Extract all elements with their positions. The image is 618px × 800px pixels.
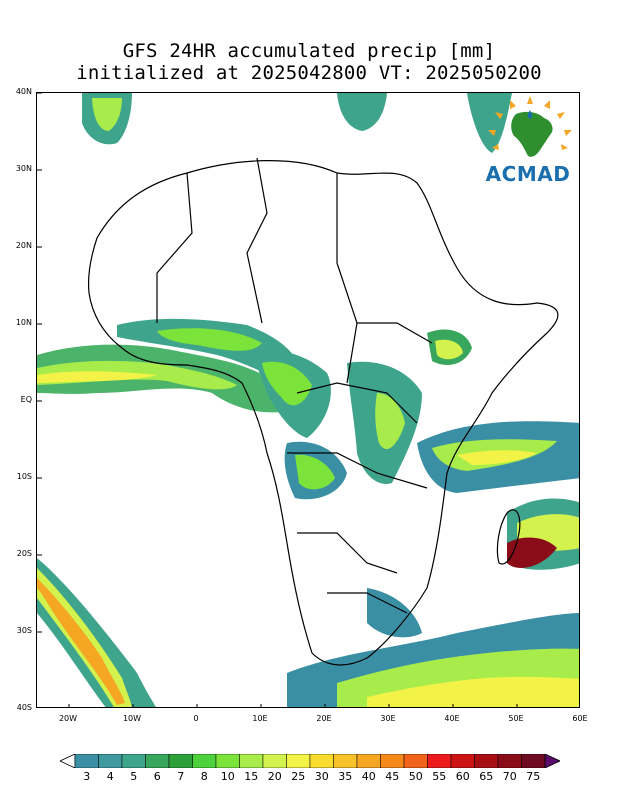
lat-label: 10N	[15, 318, 32, 327]
colorbar-segment	[286, 754, 311, 768]
colorbar-segment	[309, 754, 334, 768]
colorbar-level-label: 60	[455, 770, 470, 783]
colorbar-level-label: 10	[220, 770, 235, 783]
colorbar-segment	[262, 754, 287, 768]
colorbar-low-end	[60, 754, 76, 768]
colorbar-segment	[356, 754, 381, 768]
lat-label: 20N	[15, 241, 32, 250]
colorbar-segment	[121, 754, 146, 768]
colorbar-level-label: 65	[479, 770, 494, 783]
map-canvas	[37, 93, 579, 707]
colorbar-level-label: 8	[200, 770, 208, 783]
lon-label: 0	[193, 714, 199, 723]
colorbar-segment	[98, 754, 123, 768]
colorbar-segment	[145, 754, 170, 768]
colorbar-level-label: 40	[361, 770, 376, 783]
lat-label: 40N	[15, 87, 32, 96]
lon-label: 20W	[58, 714, 78, 723]
colorbar-segment	[239, 754, 264, 768]
colorbar-level-label: 5	[130, 770, 138, 783]
colorbar-level-label: 45	[385, 770, 400, 783]
colorbar-segment	[403, 754, 428, 768]
colorbar-level-label: 50	[408, 770, 423, 783]
colorbar-high-end	[544, 754, 560, 768]
colorbar-segment	[168, 754, 193, 768]
colorbar-segment	[497, 754, 522, 768]
precip-map	[36, 92, 580, 708]
colorbar-level-label: 25	[291, 770, 306, 783]
coastlines	[87, 157, 559, 666]
lat-label: EQ	[20, 395, 32, 404]
colorbar-level-label: 35	[338, 770, 353, 783]
lon-label: 60E	[572, 714, 588, 723]
logo-wordmark: ACMAD	[485, 162, 571, 186]
colorbar-level-label: 3	[83, 770, 91, 783]
lon-label: 20E	[316, 714, 332, 723]
lon-label: 10W	[122, 714, 142, 723]
lat-label: 30S	[16, 626, 32, 635]
lat-label: 30N	[15, 164, 32, 173]
map-subtitle: initialized at 2025042800 VT: 2025050200	[76, 62, 542, 84]
colorbar-level-label: 6	[153, 770, 161, 783]
lat-label: 20S	[16, 549, 32, 558]
lon-label: 30E	[380, 714, 396, 723]
colorbar-level-label: 7	[177, 770, 185, 783]
colorbar-level-label: 70	[502, 770, 517, 783]
lon-label: 50E	[508, 714, 524, 723]
colorbar	[60, 754, 560, 768]
colorbar-segment	[380, 754, 405, 768]
colorbar-segment	[474, 754, 499, 768]
colorbar-segment	[333, 754, 358, 768]
colorbar-segment	[521, 754, 546, 768]
colorbar-level-label: 15	[244, 770, 259, 783]
lat-label: 40S	[16, 703, 32, 712]
colorbar-level-label: 30	[314, 770, 329, 783]
lon-label: 40E	[444, 714, 460, 723]
colorbar-segment	[427, 754, 452, 768]
colorbar-segment	[74, 754, 99, 768]
precip-field	[37, 93, 579, 707]
colorbar-segment	[215, 754, 240, 768]
colorbar-level-label: 4	[106, 770, 114, 783]
lat-label: 10S	[16, 472, 32, 481]
lon-label: 10E	[252, 714, 268, 723]
colorbar-level-label: 55	[432, 770, 447, 783]
colorbar-segment	[192, 754, 217, 768]
colorbar-level-label: 20	[267, 770, 282, 783]
colorbar-segment	[450, 754, 475, 768]
axis-ticks	[37, 93, 518, 707]
colorbar-level-label: 75	[526, 770, 541, 783]
map-title: GFS 24HR accumulated precip [mm]	[122, 40, 496, 62]
africa-sun-logo-icon	[488, 96, 572, 157]
